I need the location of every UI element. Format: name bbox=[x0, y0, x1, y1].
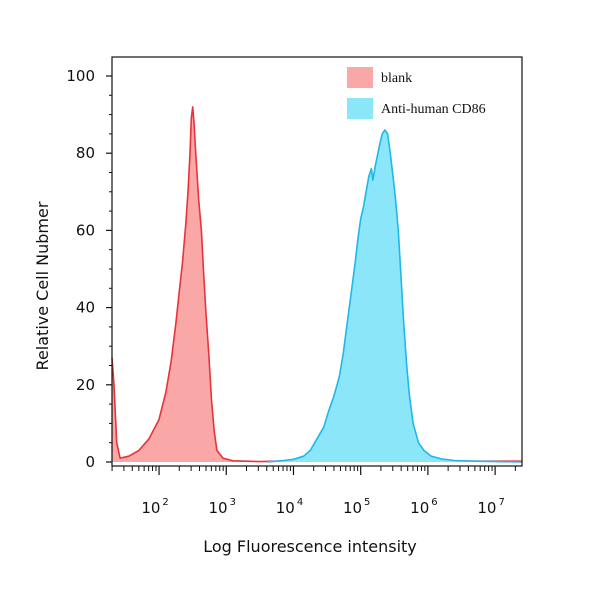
plot-frame bbox=[111, 56, 523, 467]
y-tick-label-4: 80 bbox=[76, 144, 95, 162]
plot-areas bbox=[111, 106, 523, 463]
series-line-1 bbox=[266, 129, 523, 463]
legend-swatch-0 bbox=[347, 67, 373, 88]
series-area-0 bbox=[112, 106, 522, 463]
y-tick-label-2: 40 bbox=[76, 299, 95, 317]
legend-swatch-1 bbox=[347, 98, 373, 119]
x-tick-label-5: 10 7 bbox=[477, 497, 504, 517]
axis-ticks: 0 20 40 60 80 100 10 2 10 3 10 4 10 5 10 6 10 7 bbox=[66, 67, 516, 517]
y-tick-label-1: 20 bbox=[76, 376, 95, 394]
y-axis-title: Relative Cell Nubmer bbox=[33, 201, 52, 370]
x-tick-label-0: 10 2 bbox=[141, 497, 168, 517]
y-tick-label-0: 0 bbox=[85, 453, 95, 471]
x-tick-label-2: 10 4 bbox=[276, 497, 303, 517]
x-tick-label-3: 10 5 bbox=[343, 497, 370, 517]
x-axis-title: Log Fluorescence intensity bbox=[203, 537, 417, 556]
y-tick-label-5: 100 bbox=[66, 67, 95, 85]
legend-label-0: blank bbox=[381, 71, 412, 86]
legend-label-1: Anti-human CD86 bbox=[381, 102, 486, 117]
y-tick-label-3: 60 bbox=[76, 221, 95, 239]
legend: blank Anti-human CD86 bbox=[347, 67, 486, 119]
series-area-1 bbox=[266, 130, 522, 462]
x-tick-label-4: 10 6 bbox=[410, 497, 437, 517]
plot-border bbox=[111, 56, 523, 467]
x-tick-label-1: 10 3 bbox=[209, 497, 236, 517]
